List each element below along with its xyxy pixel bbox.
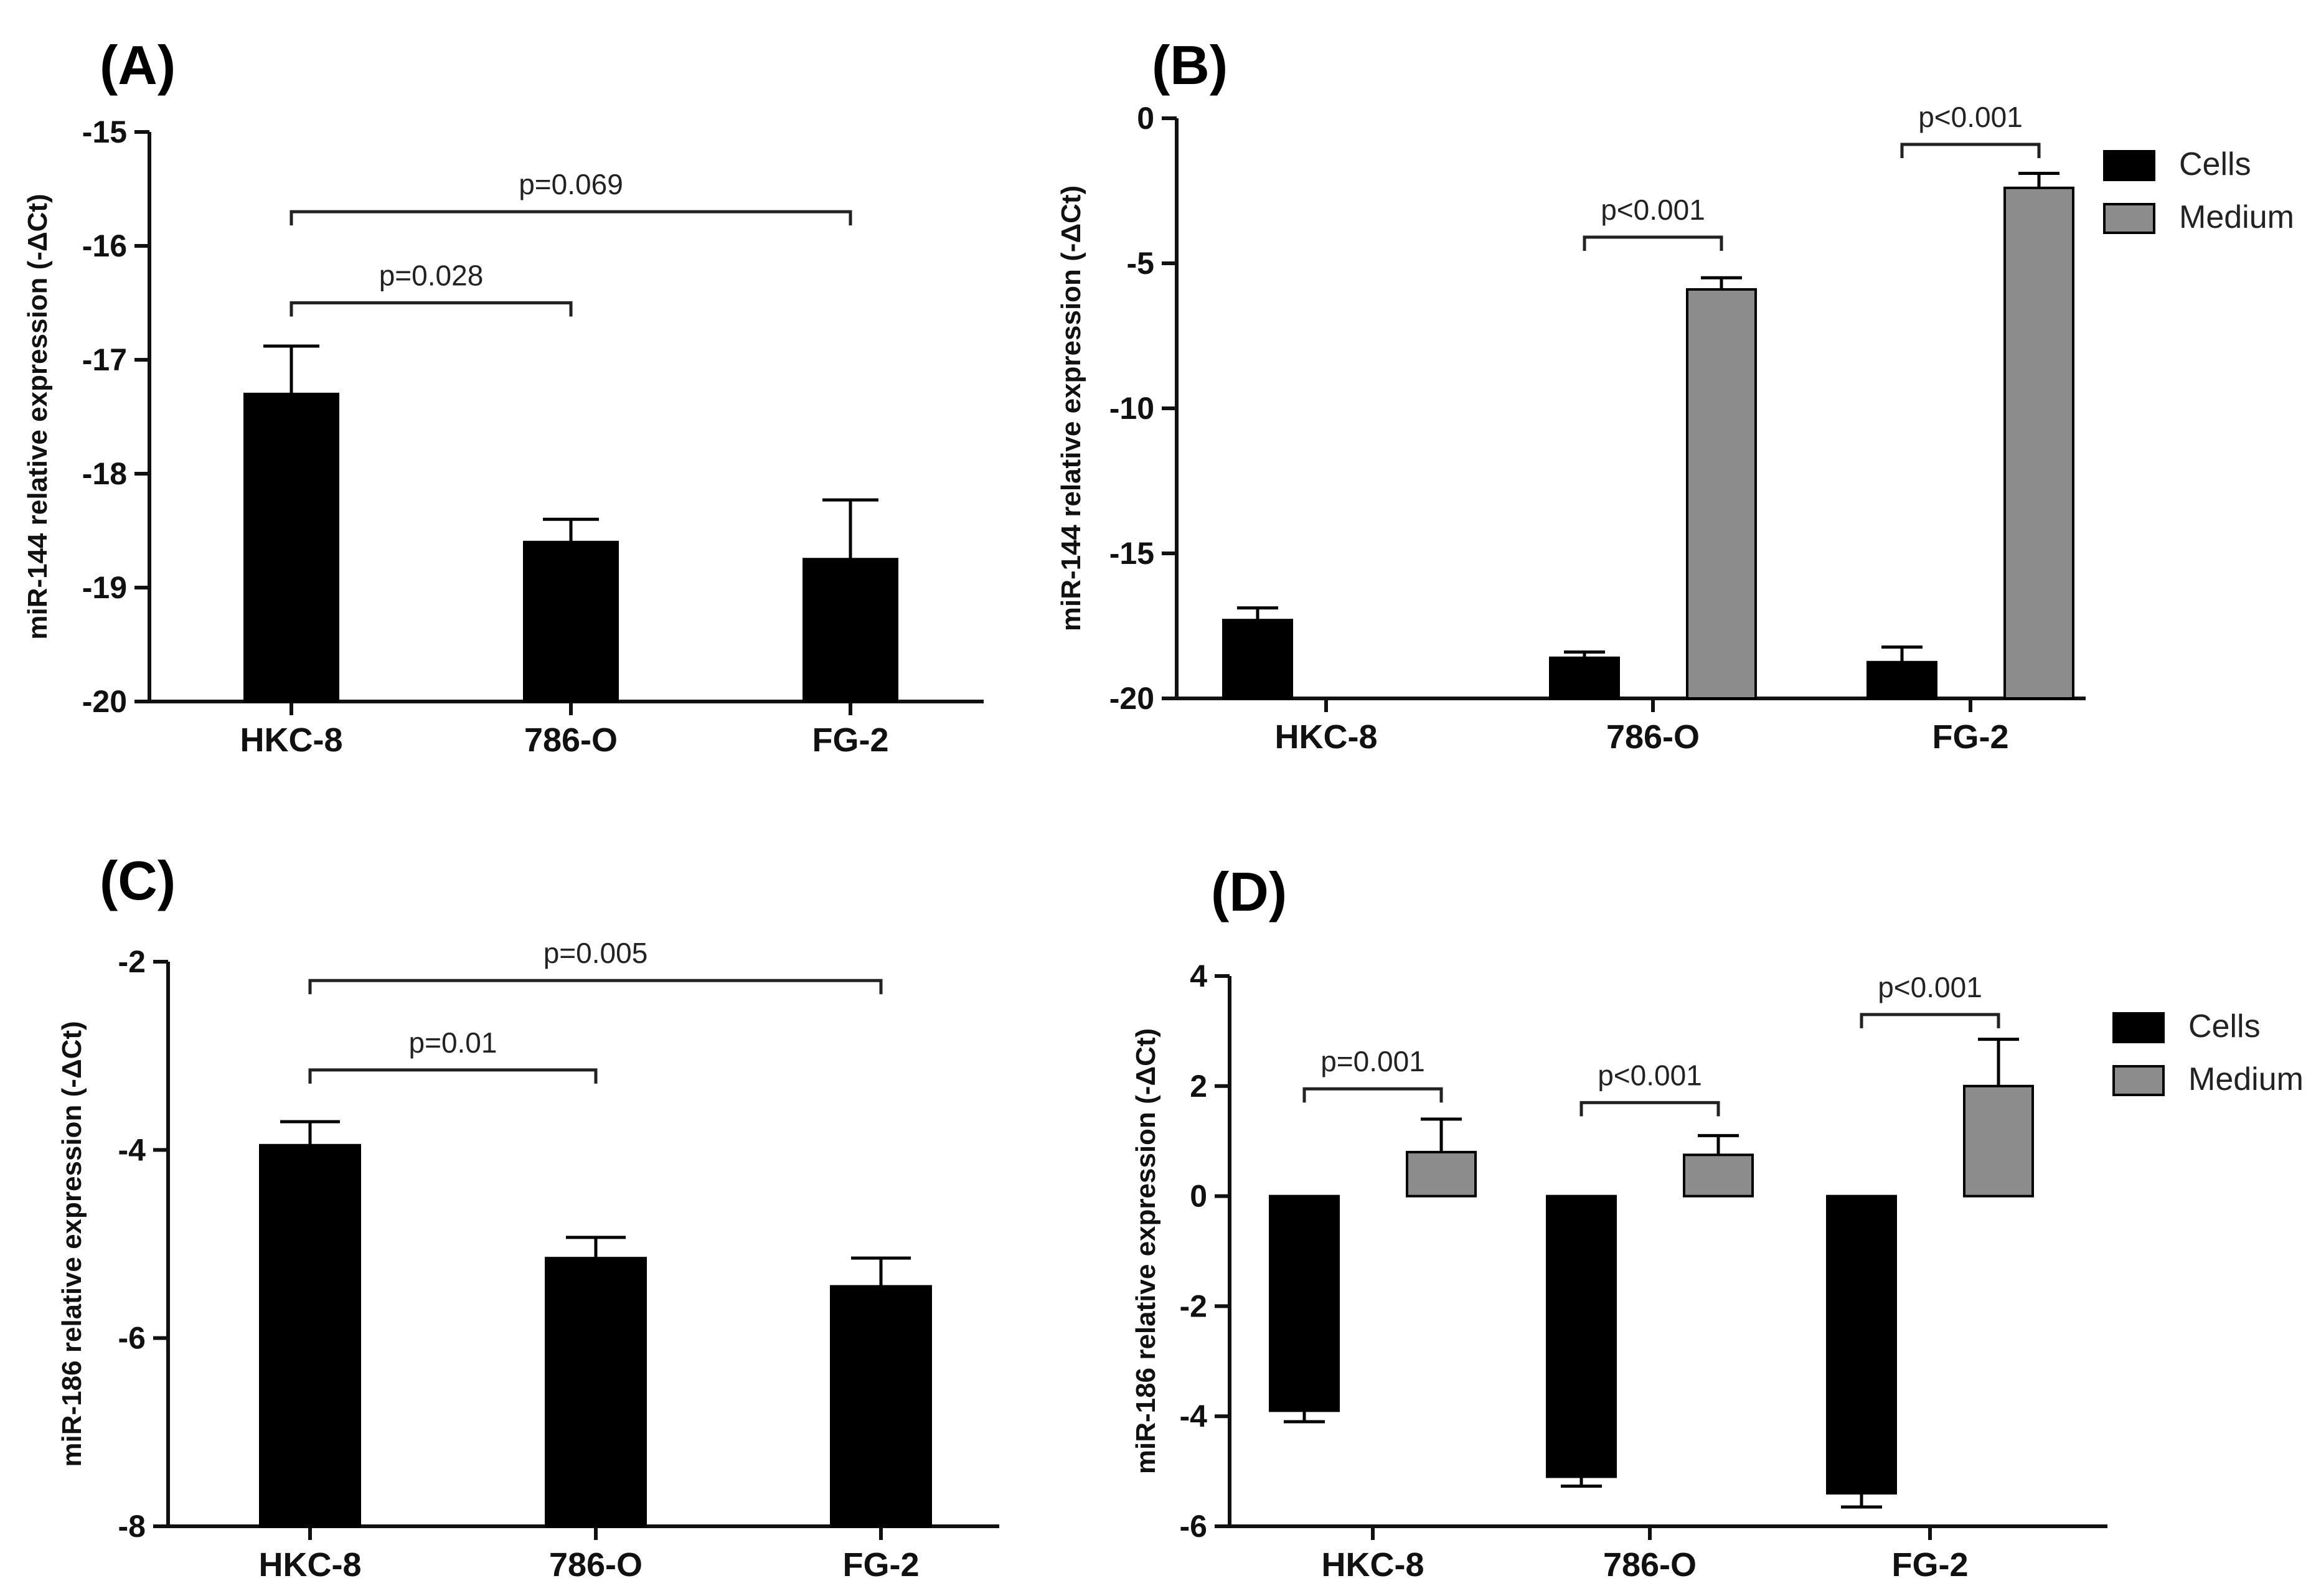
p-value-label: p=0.001 (1320, 1045, 1425, 1077)
bar-medium (2003, 186, 2074, 700)
bar-cells (1546, 1195, 1617, 1478)
p-value-label: p<0.001 (1918, 101, 2023, 133)
panel-label: (C) (100, 850, 176, 911)
y-tick-label: -6 (1180, 1509, 1207, 1544)
y-tick-label: -15 (1109, 536, 1154, 571)
bar-cells (1269, 1195, 1340, 1412)
legend-swatch-medium (2112, 1065, 2165, 1096)
bar-cells (803, 558, 898, 703)
y-axis-title: miR-186 relative expression (-ΔCt) (1131, 1028, 1161, 1474)
bar-cells (1866, 660, 1937, 700)
bar-medium (1683, 1153, 1754, 1198)
significance-bracket (1583, 235, 1723, 251)
y-axis-title: miR-144 relative expression (-ΔCt) (1056, 185, 1086, 631)
legend-swatch-cells (2103, 150, 2155, 181)
bar-medium (1406, 1150, 1477, 1198)
y-tick-label: -4 (118, 1132, 146, 1167)
y-tick-label: -16 (82, 228, 127, 263)
legend-swatch-cells (2112, 1012, 2165, 1043)
y-axis-title: miR-144 relative expression (-ΔCt) (22, 194, 53, 639)
y-tick-label: -18 (82, 456, 127, 491)
x-tick-label: 786-O (524, 721, 618, 759)
y-tick-label: -20 (1109, 681, 1154, 716)
bar-cells (545, 1257, 647, 1528)
x-tick-label: FG-2 (1932, 718, 2008, 756)
y-tick-label: -6 (118, 1321, 146, 1356)
y-tick-label: -2 (1180, 1289, 1207, 1323)
bar-medium (1686, 288, 1757, 700)
significance-bracket (1900, 143, 2041, 158)
y-tick-label: 2 (1190, 1069, 1207, 1104)
x-tick-label: 786-O (1603, 1546, 1697, 1584)
y-tick-label: -17 (82, 342, 127, 377)
p-value-label: p=0.005 (544, 937, 648, 969)
p-value-label: p=0.028 (379, 260, 484, 292)
significance-bracket (290, 301, 573, 317)
x-tick-label: HKC-8 (258, 1546, 361, 1584)
y-tick-label: 0 (1137, 101, 1154, 136)
chart-panel-a: (A) miR-144 relative expression (-ΔCt) -15… (22, 34, 984, 759)
bar-cells (1222, 619, 1293, 700)
p-value-label: p=0.01 (409, 1026, 497, 1059)
chart-panel-b: (B) miR-144 relative expression (-ΔCt) 0 -5… (1056, 34, 2294, 756)
significance-bracket (1579, 1101, 1720, 1117)
bar-cells (1549, 656, 1620, 700)
bar-cells (830, 1285, 932, 1528)
y-tick-label: -10 (1109, 391, 1154, 426)
x-tick-label: HKC-8 (1274, 718, 1377, 756)
chart-panel-d: (D) miR-186 relative expression (-ΔCt) 4 2 0… (1131, 861, 2304, 1584)
chart-panel-c: (C) miR-186 relative expression (-ΔCt) -2 -… (57, 850, 999, 1584)
y-tick-label: -20 (82, 684, 127, 719)
legend-label-cells: Cells (2179, 146, 2251, 182)
bar-cells (523, 540, 619, 703)
x-tick-label: FG-2 (1891, 1546, 1968, 1584)
y-axis-title: miR-186 relative expression (-ΔCt) (57, 1021, 87, 1467)
y-tick-label: -15 (82, 115, 127, 149)
legend-label-cells: Cells (2188, 1008, 2261, 1044)
p-value-label: p=0.069 (519, 168, 623, 200)
p-value-label: p<0.001 (1598, 1059, 1702, 1091)
significance-bracket (308, 979, 883, 995)
p-value-label: p<0.001 (1601, 194, 1705, 226)
panel-label: (D) (1211, 861, 1287, 922)
y-tick-label: -5 (1127, 246, 1154, 281)
bar-cells (243, 392, 339, 703)
x-tick-label: HKC-8 (240, 721, 342, 759)
x-tick-label: FG-2 (812, 721, 888, 759)
significance-bracket (308, 1068, 598, 1084)
y-tick-label: -4 (1180, 1399, 1208, 1434)
bar-cells (1826, 1195, 1897, 1495)
legend-label-medium: Medium (2179, 199, 2294, 235)
significance-bracket (290, 210, 852, 226)
y-tick-label: -8 (118, 1509, 146, 1544)
p-value-label: p<0.001 (1878, 971, 1982, 1003)
significance-bracket (1302, 1087, 1443, 1103)
y-tick-label: 0 (1190, 1179, 1207, 1214)
bar-cells (259, 1143, 361, 1528)
x-tick-label: HKC-8 (1321, 1546, 1424, 1584)
legend-label-medium: Medium (2188, 1061, 2304, 1097)
y-tick-label: 4 (1190, 959, 1207, 993)
legend-swatch-medium (2103, 203, 2155, 234)
y-tick-label: -2 (118, 944, 146, 979)
x-tick-label: 786-O (1606, 718, 1700, 756)
panel-label: (B) (1152, 34, 1228, 96)
x-tick-label: 786-O (549, 1546, 643, 1584)
bar-medium (1963, 1084, 2034, 1198)
y-tick-label: -19 (82, 570, 127, 605)
x-tick-label: FG-2 (842, 1546, 919, 1584)
panel-label: (A) (100, 34, 176, 96)
significance-bracket (1860, 1013, 2000, 1028)
